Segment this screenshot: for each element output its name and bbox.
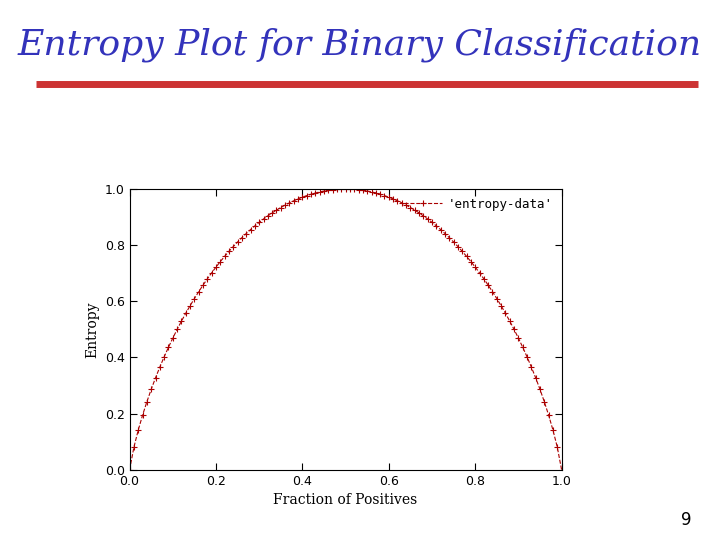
'entropy-data' <box>233 239 242 245</box>
Line: 'entropy-data': 'entropy-data' <box>126 186 565 473</box>
Text: 9: 9 <box>680 511 691 529</box>
'entropy-data' <box>125 467 134 473</box>
'entropy-data' <box>324 187 333 193</box>
'entropy-data' <box>454 244 462 250</box>
'entropy-data' <box>156 364 164 370</box>
X-axis label: Fraction of Positives: Fraction of Positives <box>274 493 418 507</box>
'entropy-data' <box>389 195 397 202</box>
'entropy-data' <box>432 222 441 229</box>
Legend: 'entropy-data': 'entropy-data' <box>402 195 555 213</box>
'entropy-data' <box>341 186 350 192</box>
Y-axis label: Entropy: Entropy <box>85 301 99 357</box>
Text: Entropy Plot for Binary Classification: Entropy Plot for Binary Classification <box>18 27 702 62</box>
'entropy-data' <box>557 467 566 473</box>
